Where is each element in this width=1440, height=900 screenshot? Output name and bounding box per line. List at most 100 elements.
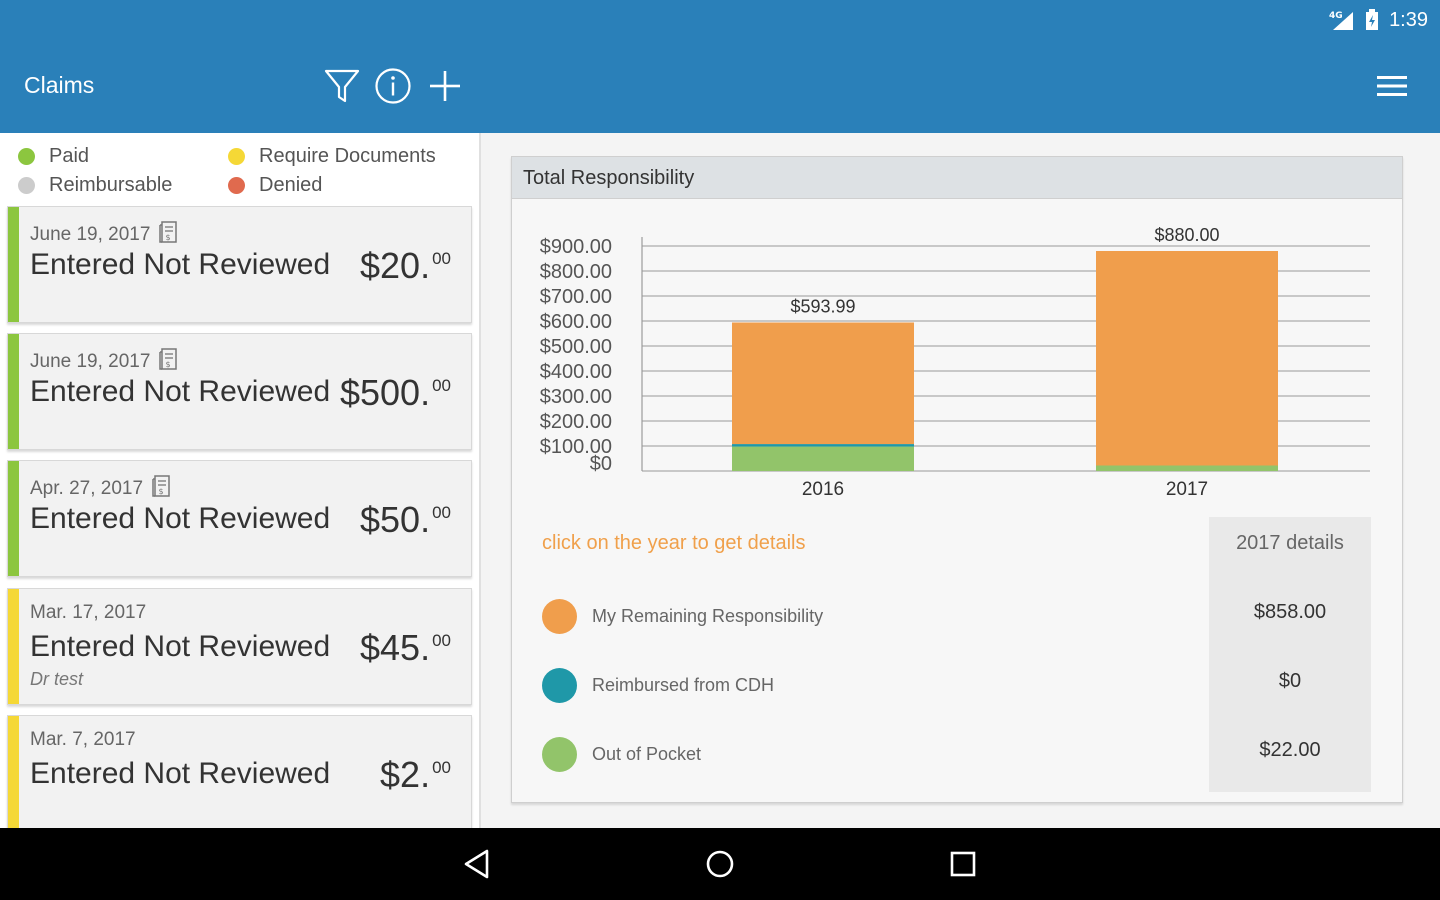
claim-card[interactable]: Mar. 7, 2017 Entered Not Reviewed $2. 00 (7, 715, 472, 828)
legend-circle (542, 598, 577, 634)
menu-icon[interactable] (1370, 64, 1414, 108)
claim-amount-cents: 00 (432, 376, 451, 395)
claim-amount-whole: $500. (339, 372, 431, 413)
legend-circle (542, 667, 577, 703)
y-tick-label: $600.00 (540, 311, 612, 333)
claim-amount-cents: 00 (432, 503, 451, 522)
y-tick-label: $500.00 (540, 336, 612, 358)
svg-text:$: $ (166, 360, 171, 369)
app-bar: Claims (0, 40, 1440, 133)
filter-icon[interactable] (320, 64, 364, 108)
hint-text: click on the year to get details (542, 532, 806, 554)
claim-status: Entered Not Reviewed (30, 630, 331, 663)
claim-date: Mar. 17, 2017 (30, 602, 147, 623)
status-stripe (8, 207, 19, 322)
claims-list-panel: Paid Reimbursable Require Documents Deni… (0, 133, 479, 828)
bar-segment (1096, 465, 1278, 471)
claim-card[interactable]: Mar. 17, 2017 Entered Not Reviewed $45. 00 D… (7, 588, 472, 705)
y-tick-label: $400.00 (540, 361, 612, 383)
claim-date-row: Mar. 17, 2017 (30, 602, 146, 624)
receipt-icon: $ (151, 474, 171, 504)
card-title: Total Responsibility (523, 167, 695, 189)
receipt-icon: $ (158, 220, 178, 250)
status-time: 1:39 (1389, 8, 1428, 31)
claim-status: Entered Not Reviewed (30, 248, 331, 281)
claim-date-row: Mar. 7, 2017 (30, 729, 136, 751)
claim-amount: $20. 00 (360, 245, 451, 287)
claim-amount-whole: $20. (360, 245, 431, 286)
detail-reimbursed-value: $0 (1278, 670, 1302, 692)
legend-reimbursable: Reimbursable (18, 174, 172, 197)
y-tick-label: $0 (590, 453, 612, 475)
legend-label: Paid (49, 145, 90, 167)
y-tick-label: $300.00 (540, 386, 612, 408)
status-legend: Paid Reimbursable Require Documents Deni… (18, 143, 468, 203)
navigation-bar (0, 828, 1440, 900)
details-header: 2017 details (1236, 532, 1344, 554)
legend-label: Require Documents (259, 145, 436, 167)
claim-amount-cents: 00 (432, 249, 451, 268)
x-tick-label[interactable]: 2016 (802, 479, 844, 500)
claim-amount: $50. 00 (360, 499, 451, 541)
home-icon[interactable] (698, 842, 742, 886)
responsibility-chart: $0$100.00 $200.00 $300.00 $400.00 $500.00 $60… (540, 225, 1370, 500)
claim-date: Apr. 27, 2017 (30, 478, 144, 499)
legend-dot (18, 148, 35, 165)
info-icon[interactable] (371, 64, 415, 108)
claim-amount: $500. 00 (340, 372, 451, 414)
bar-segment (1096, 251, 1278, 466)
claim-amount-whole: $45. (360, 627, 431, 668)
y-tick-label: $700.00 (540, 286, 612, 308)
legend-paid: Paid (18, 145, 89, 168)
svg-text:$: $ (166, 233, 171, 242)
total-responsibility-card: Total Responsibility $0 $100.00 $200.00 $30… (511, 156, 1403, 803)
back-icon[interactable] (455, 842, 499, 886)
legend-dot (18, 177, 35, 194)
legend-denied: Denied (228, 174, 322, 197)
claim-status: Entered Not Reviewed (30, 502, 331, 535)
svg-text:$: $ (159, 487, 164, 496)
claim-date: June 19, 2017 (30, 351, 151, 372)
claim-amount-cents: 00 (432, 631, 451, 650)
card-header: Total Responsibility (512, 157, 1402, 199)
signal-icon: 4G (1329, 11, 1354, 30)
status-stripe (8, 334, 19, 449)
bar-total-label: $593.99 (790, 297, 855, 317)
claim-amount-cents: 00 (432, 758, 451, 777)
battery-icon (1366, 9, 1379, 30)
detail-remaining-value: $858.00 (1253, 601, 1327, 623)
network-label: 4G (1329, 11, 1343, 21)
claim-amount-whole: $2. (380, 754, 431, 795)
details-column: 2017 details $858.00 $0 $22.00 (1209, 517, 1371, 792)
status-bar: 4G 1:39 (0, 0, 1440, 40)
legend-row-label: Out of Pocket (592, 743, 702, 764)
bar-total-label: $880.00 (1154, 225, 1219, 245)
claim-amount-whole: $50. (360, 499, 431, 540)
claim-date-row: Apr. 27, 2017 $ (30, 474, 171, 504)
status-stripe (8, 716, 19, 828)
page-title: Claims (24, 72, 95, 98)
legend-row-out-of-pocket: Out of Pocket (542, 736, 1202, 772)
detail-out-of-pocket-value: $22.00 (1259, 739, 1321, 761)
recents-icon[interactable] (941, 842, 985, 886)
status-icons: 4G 1:39 (1329, 6, 1428, 34)
receipt-icon: $ (158, 347, 178, 377)
status-stripe (8, 461, 19, 576)
bar-segment (732, 444, 914, 447)
legend-row-label: Reimbursed from CDH (592, 674, 775, 695)
legend-dot (228, 148, 245, 165)
claim-card[interactable]: June 19, 2017 $ Entered Not Reviewed $500. 0… (7, 333, 472, 450)
bar-segment (732, 446, 914, 471)
add-icon[interactable] (423, 64, 467, 108)
y-tick-label: $900.00 (540, 236, 612, 258)
legend-circle (542, 736, 577, 772)
x-tick-label[interactable]: 2017 (1166, 479, 1208, 500)
claim-date-row: June 19, 2017 $ (30, 220, 178, 250)
claim-card[interactable]: June 19, 2017 $ Entered Not Reviewed $20. 00 (7, 206, 472, 323)
y-tick-label: $200.00 (540, 411, 612, 433)
claim-note: Dr test (30, 669, 84, 689)
claim-status: Entered Not Reviewed (30, 757, 331, 790)
status-stripe (8, 589, 19, 704)
y-tick-label: $800.00 (540, 261, 612, 283)
claim-card[interactable]: Apr. 27, 2017 $ Entered Not Reviewed $50. 00 (7, 460, 472, 577)
